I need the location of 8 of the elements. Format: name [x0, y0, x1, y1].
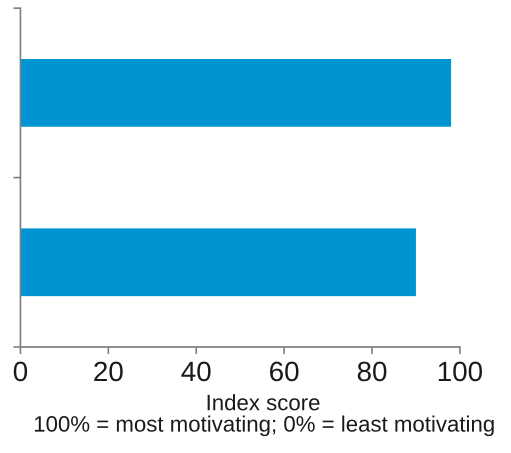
x-axis-title: Index score	[208, 394, 320, 410]
x-tick-label: 100	[438, 362, 482, 382]
x-tick-label: 20	[94, 362, 123, 382]
x-tick-label: 60	[270, 362, 298, 382]
x-tick-label: 80	[358, 362, 386, 382]
text: 100% = most motivating; 0% = least motivating	[34, 415, 494, 436]
x-tick-label: 40	[181, 362, 211, 382]
x-tick-label: 0	[14, 362, 28, 382]
